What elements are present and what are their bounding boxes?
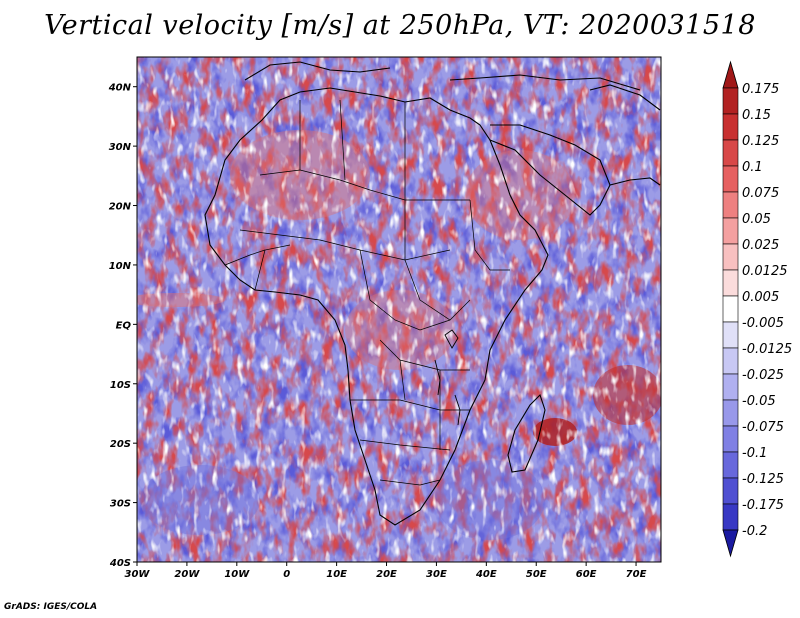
colorbar-label: -0.025 — [742, 368, 784, 383]
lat-tick-label: 10N — [109, 261, 132, 272]
colorbar-swatch — [722, 347, 739, 375]
colorbar-swatch — [722, 503, 739, 531]
plot-frame — [136, 56, 662, 563]
velocity-field — [137, 57, 661, 562]
colorbar-swatch — [722, 321, 739, 349]
lon-tick-label: 30E — [426, 569, 447, 580]
lat-tick-label: 10S — [110, 380, 131, 391]
colorbar-swatch — [722, 87, 739, 115]
chart-title: Vertical velocity [m/s] at 250hPa, VT: 2… — [44, 10, 756, 41]
lat-tick-label: EQ — [116, 320, 132, 331]
colorbar-label: 0.1 — [742, 160, 763, 175]
colorbar-label: -0.005 — [742, 316, 784, 331]
lat-tick-label: 30N — [109, 142, 132, 153]
lon-tick-label: 40E — [475, 569, 497, 580]
colorbar-label: -0.05 — [742, 394, 776, 409]
lon-tick-label: 70E — [626, 569, 647, 580]
colorbar-label: 0.125 — [742, 134, 779, 149]
colorbar-swatch — [722, 139, 739, 167]
lon-tick-label: 0 — [283, 569, 290, 580]
lat-tick-label: 40N — [108, 83, 132, 94]
grads-credit: GrADS: IGES/COLA — [4, 602, 98, 612]
lat-tick-label: 20S — [110, 439, 131, 450]
lakes — [434, 329, 461, 426]
colorbar-label: 0.075 — [742, 186, 779, 201]
colorbar-bottom-arrow — [722, 529, 739, 558]
colorbar: 0.175 0.15 0.125 0.1 0.075 0.05 0.025 0.0125 0.0… — [722, 60, 792, 558]
lon-tick-label: 50E — [526, 569, 547, 580]
lat-tick-label: 40S — [109, 558, 131, 569]
colorbar-label: -0.075 — [742, 420, 784, 435]
colorbar-label: 0.175 — [742, 82, 779, 97]
colorbar-label: -0.0125 — [742, 342, 792, 357]
colorbar-label: -0.175 — [742, 498, 784, 513]
coastlines — [204, 61, 661, 526]
colorbar-label: 0.005 — [742, 290, 779, 305]
colorbar-label: 0.05 — [742, 212, 771, 227]
colorbar-label: 0.0125 — [742, 264, 788, 279]
colorbar-swatch — [722, 191, 739, 219]
colorbar-swatch — [722, 113, 739, 141]
colorbar-label: -0.125 — [742, 472, 784, 487]
colorbar-swatch — [722, 243, 739, 271]
latitude-axis: 40N 30N 20N 10N EQ 10S 20S 30S 40S — [108, 83, 137, 569]
colorbar-label: 0.025 — [742, 238, 779, 253]
lat-tick-label: 20N — [109, 202, 132, 213]
lon-tick-label: 30W — [125, 569, 151, 580]
lat-tick-label: 30S — [110, 499, 131, 510]
colorbar-swatch — [722, 217, 739, 245]
colorbar-swatch — [722, 373, 739, 401]
lon-tick-label: 60E — [576, 569, 597, 580]
colorbar-label: -0.2 — [742, 524, 767, 539]
colorbar-label: -0.1 — [742, 446, 767, 461]
longitude-axis: 30W 20W 10W 0 10E 20E 30E 40E 50E 60E 70E — [125, 562, 647, 580]
colorbar-swatch — [722, 295, 739, 323]
colorbar-swatch — [722, 477, 739, 505]
lon-tick-label: 10W — [224, 569, 250, 580]
colorbar-swatch — [722, 451, 739, 479]
colorbar-label: 0.15 — [742, 108, 771, 123]
country-borders — [224, 99, 510, 486]
colorbar-swatch — [722, 399, 739, 427]
lon-tick-label: 20W — [174, 569, 200, 580]
colorbar-swatch — [722, 165, 739, 193]
lon-tick-label: 10E — [326, 569, 347, 580]
colorbar-swatch — [722, 425, 739, 453]
lon-tick-label: 20E — [376, 569, 397, 580]
colorbar-swatch — [722, 269, 739, 297]
colorbar-top-arrow — [722, 60, 739, 89]
